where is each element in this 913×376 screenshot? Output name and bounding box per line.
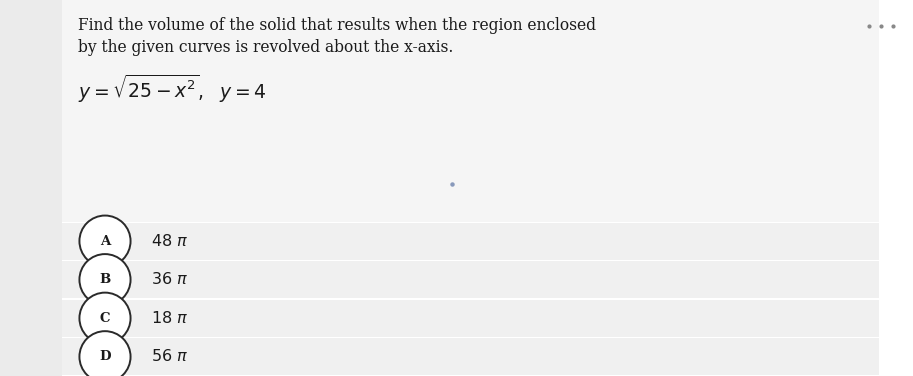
Text: by the given curves is revolved about the x-axis.: by the given curves is revolved about th… — [78, 39, 453, 56]
Text: Find the volume of the solid that results when the region enclosed: Find the volume of the solid that result… — [78, 17, 595, 34]
Ellipse shape — [79, 215, 131, 267]
Text: D: D — [100, 350, 110, 363]
Text: $y = \sqrt{25 - x^2},\ \ y = 4$: $y = \sqrt{25 - x^2},\ \ y = 4$ — [78, 73, 267, 105]
Bar — [62, 223, 879, 259]
Text: B: B — [100, 273, 110, 286]
Text: $18\ \pi$: $18\ \pi$ — [151, 310, 188, 327]
Bar — [62, 0, 879, 222]
Ellipse shape — [79, 254, 131, 305]
Text: A: A — [100, 235, 110, 248]
Bar — [62, 300, 879, 337]
Text: $48\ \pi$: $48\ \pi$ — [151, 233, 188, 250]
Bar — [62, 338, 879, 375]
Text: $36\ \pi$: $36\ \pi$ — [151, 271, 188, 288]
Ellipse shape — [79, 293, 131, 344]
Text: C: C — [100, 312, 110, 325]
Bar — [0, 0, 62, 376]
Bar — [62, 261, 879, 298]
Ellipse shape — [79, 331, 131, 376]
Text: $56\ \pi$: $56\ \pi$ — [151, 348, 188, 365]
